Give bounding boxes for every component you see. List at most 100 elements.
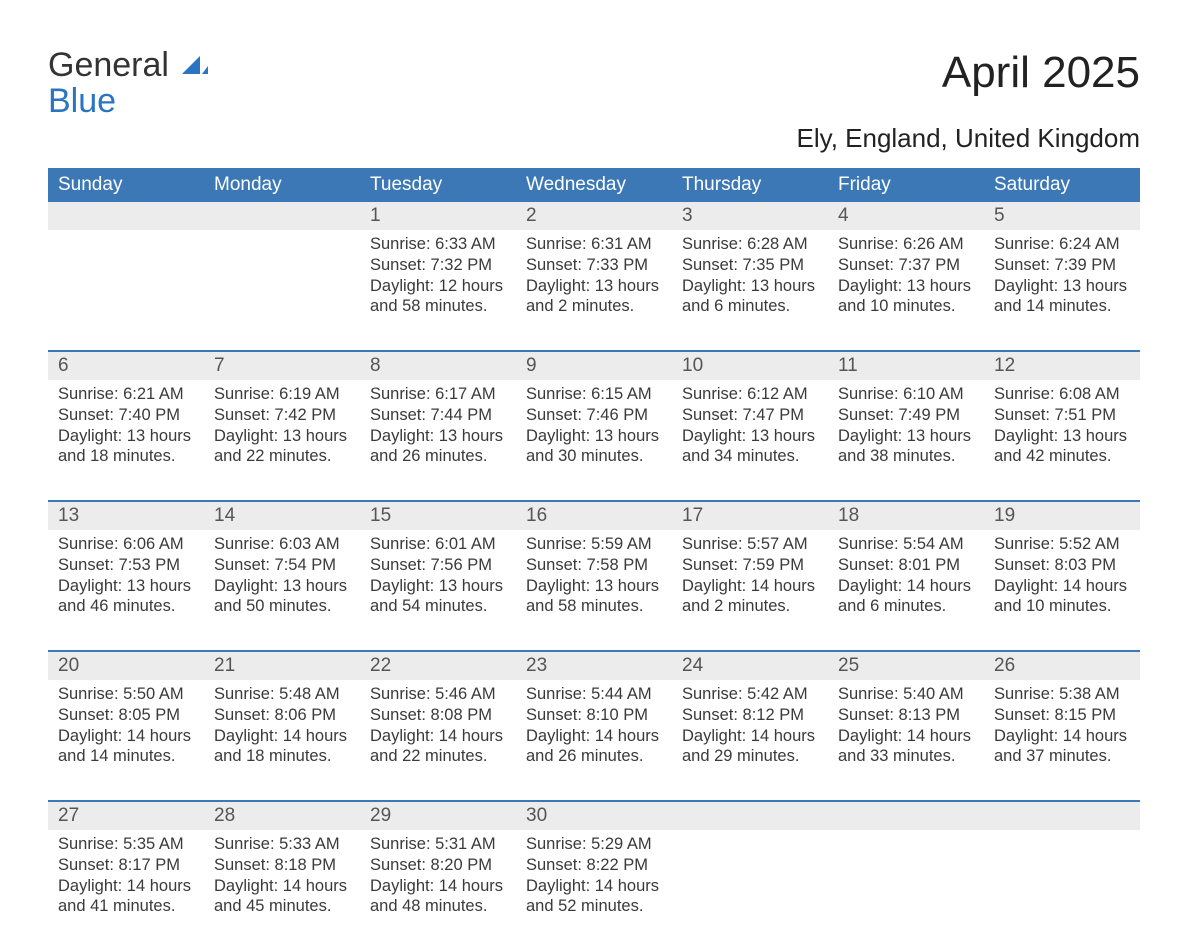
sunrise: Sunrise: 6:26 AM <box>838 234 974 255</box>
day-number: 24 <box>672 652 828 680</box>
daylight-line2: and 37 minutes. <box>994 746 1130 767</box>
daylight-line2: and 38 minutes. <box>838 446 974 467</box>
day-body: Sunrise: 5:44 AMSunset: 8:10 PMDaylight:… <box>516 680 672 767</box>
logo-sail-icon <box>180 54 208 76</box>
day-cell: Sunrise: 6:31 AMSunset: 7:33 PMDaylight:… <box>516 230 672 350</box>
sunrise: Sunrise: 6:08 AM <box>994 384 1130 405</box>
sunrise: Sunrise: 6:28 AM <box>682 234 818 255</box>
sunset: Sunset: 8:13 PM <box>838 705 974 726</box>
daylight-line1: Daylight: 14 hours <box>526 876 662 897</box>
daylight-line1: Daylight: 14 hours <box>58 726 194 747</box>
day-number: 2 <box>516 202 672 230</box>
week-4: Sunrise: 5:35 AMSunset: 8:17 PMDaylight:… <box>48 830 1140 950</box>
sunrise: Sunrise: 5:38 AM <box>994 684 1130 705</box>
day-number: 10 <box>672 352 828 380</box>
day-body: Sunrise: 5:52 AMSunset: 8:03 PMDaylight:… <box>984 530 1140 617</box>
sunrise: Sunrise: 5:35 AM <box>58 834 194 855</box>
day-cell: Sunrise: 5:48 AMSunset: 8:06 PMDaylight:… <box>204 680 360 800</box>
day-number <box>204 202 360 230</box>
daylight-line1: Daylight: 14 hours <box>58 876 194 897</box>
day-cell: Sunrise: 5:38 AMSunset: 8:15 PMDaylight:… <box>984 680 1140 800</box>
logo: General Blue <box>48 48 208 119</box>
sunset: Sunset: 8:06 PM <box>214 705 350 726</box>
daylight-line1: Daylight: 13 hours <box>370 576 506 597</box>
daylight-line1: Daylight: 14 hours <box>526 726 662 747</box>
day-body: Sunrise: 5:31 AMSunset: 8:20 PMDaylight:… <box>360 830 516 917</box>
location: Ely, England, United Kingdom <box>48 123 1140 154</box>
sunset: Sunset: 7:40 PM <box>58 405 194 426</box>
sunrise: Sunrise: 6:10 AM <box>838 384 974 405</box>
daylight-line2: and 45 minutes. <box>214 896 350 917</box>
daylight-line1: Daylight: 14 hours <box>838 726 974 747</box>
daylight-line2: and 58 minutes. <box>370 296 506 317</box>
sunrise: Sunrise: 6:31 AM <box>526 234 662 255</box>
sunrise: Sunrise: 5:29 AM <box>526 834 662 855</box>
day-number: 28 <box>204 802 360 830</box>
daylight-line1: Daylight: 14 hours <box>682 726 818 747</box>
day-cell: Sunrise: 6:28 AMSunset: 7:35 PMDaylight:… <box>672 230 828 350</box>
sunrise: Sunrise: 5:46 AM <box>370 684 506 705</box>
day-cell: Sunrise: 6:12 AMSunset: 7:47 PMDaylight:… <box>672 380 828 500</box>
day-cell <box>48 230 204 350</box>
sunset: Sunset: 7:54 PM <box>214 555 350 576</box>
week-4-daynums: 27282930 <box>48 800 1140 830</box>
daylight-line1: Daylight: 13 hours <box>58 576 194 597</box>
daylight-line2: and 2 minutes. <box>526 296 662 317</box>
dow-monday: Monday <box>204 168 360 202</box>
daylight-line2: and 33 minutes. <box>838 746 974 767</box>
daylight-line1: Daylight: 14 hours <box>370 876 506 897</box>
day-number <box>672 802 828 830</box>
daylight-line1: Daylight: 13 hours <box>58 426 194 447</box>
sunrise: Sunrise: 5:42 AM <box>682 684 818 705</box>
day-body <box>48 230 204 234</box>
daylight-line2: and 10 minutes. <box>994 596 1130 617</box>
day-number: 11 <box>828 352 984 380</box>
daylight-line2: and 22 minutes. <box>370 746 506 767</box>
daylight-line2: and 58 minutes. <box>526 596 662 617</box>
day-cell: Sunrise: 6:10 AMSunset: 7:49 PMDaylight:… <box>828 380 984 500</box>
day-body <box>828 830 984 834</box>
day-number: 30 <box>516 802 672 830</box>
sunset: Sunset: 8:12 PM <box>682 705 818 726</box>
day-cell: Sunrise: 6:21 AMSunset: 7:40 PMDaylight:… <box>48 380 204 500</box>
sunrise: Sunrise: 5:40 AM <box>838 684 974 705</box>
day-number: 21 <box>204 652 360 680</box>
daylight-line2: and 46 minutes. <box>58 596 194 617</box>
day-cell: Sunrise: 5:46 AMSunset: 8:08 PMDaylight:… <box>360 680 516 800</box>
day-number: 5 <box>984 202 1140 230</box>
daylight-line1: Daylight: 14 hours <box>838 576 974 597</box>
day-body: Sunrise: 6:33 AMSunset: 7:32 PMDaylight:… <box>360 230 516 317</box>
week-3-daynums: 20212223242526 <box>48 650 1140 680</box>
sunset: Sunset: 7:53 PM <box>58 555 194 576</box>
day-body: Sunrise: 6:08 AMSunset: 7:51 PMDaylight:… <box>984 380 1140 467</box>
day-cell: Sunrise: 6:17 AMSunset: 7:44 PMDaylight:… <box>360 380 516 500</box>
daylight-line1: Daylight: 13 hours <box>214 426 350 447</box>
daylight-line1: Daylight: 13 hours <box>682 276 818 297</box>
day-body: Sunrise: 6:10 AMSunset: 7:49 PMDaylight:… <box>828 380 984 467</box>
day-cell: Sunrise: 5:50 AMSunset: 8:05 PMDaylight:… <box>48 680 204 800</box>
day-body: Sunrise: 5:35 AMSunset: 8:17 PMDaylight:… <box>48 830 204 917</box>
day-body: Sunrise: 6:17 AMSunset: 7:44 PMDaylight:… <box>360 380 516 467</box>
day-number: 27 <box>48 802 204 830</box>
day-cell: Sunrise: 5:44 AMSunset: 8:10 PMDaylight:… <box>516 680 672 800</box>
sunrise: Sunrise: 6:12 AM <box>682 384 818 405</box>
header: General Blue April 2025 <box>48 48 1140 119</box>
day-cell: Sunrise: 5:40 AMSunset: 8:13 PMDaylight:… <box>828 680 984 800</box>
day-number: 8 <box>360 352 516 380</box>
daylight-line2: and 18 minutes. <box>58 446 194 467</box>
day-number: 3 <box>672 202 828 230</box>
day-cell <box>828 830 984 950</box>
sunrise: Sunrise: 5:48 AM <box>214 684 350 705</box>
day-body: Sunrise: 6:28 AMSunset: 7:35 PMDaylight:… <box>672 230 828 317</box>
daylight-line1: Daylight: 13 hours <box>838 276 974 297</box>
day-cell: Sunrise: 6:03 AMSunset: 7:54 PMDaylight:… <box>204 530 360 650</box>
sunrise: Sunrise: 5:52 AM <box>994 534 1130 555</box>
day-body: Sunrise: 5:33 AMSunset: 8:18 PMDaylight:… <box>204 830 360 917</box>
day-body: Sunrise: 6:06 AMSunset: 7:53 PMDaylight:… <box>48 530 204 617</box>
day-body: Sunrise: 5:48 AMSunset: 8:06 PMDaylight:… <box>204 680 360 767</box>
day-body: Sunrise: 5:59 AMSunset: 7:58 PMDaylight:… <box>516 530 672 617</box>
day-cell: Sunrise: 5:29 AMSunset: 8:22 PMDaylight:… <box>516 830 672 950</box>
day-body: Sunrise: 5:50 AMSunset: 8:05 PMDaylight:… <box>48 680 204 767</box>
daylight-line2: and 52 minutes. <box>526 896 662 917</box>
sunset: Sunset: 7:46 PM <box>526 405 662 426</box>
